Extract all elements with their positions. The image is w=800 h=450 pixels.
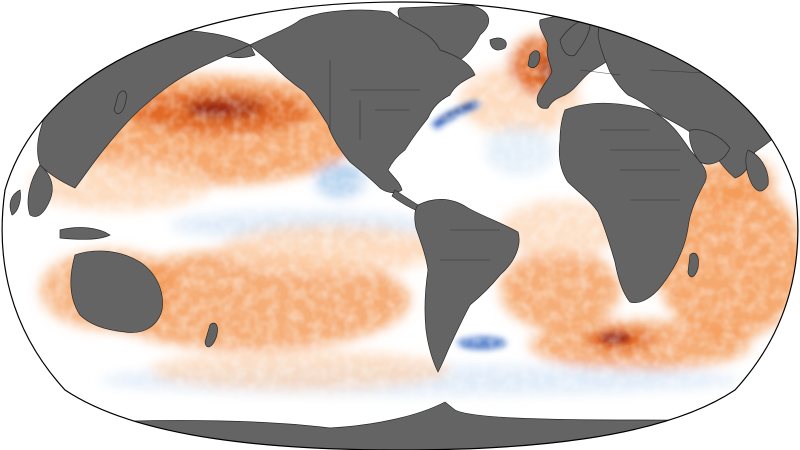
- north-america: [249, 9, 476, 193]
- australia: [70, 250, 163, 333]
- japan: [113, 90, 127, 114]
- africa: [558, 102, 707, 304]
- south-america: [414, 199, 520, 373]
